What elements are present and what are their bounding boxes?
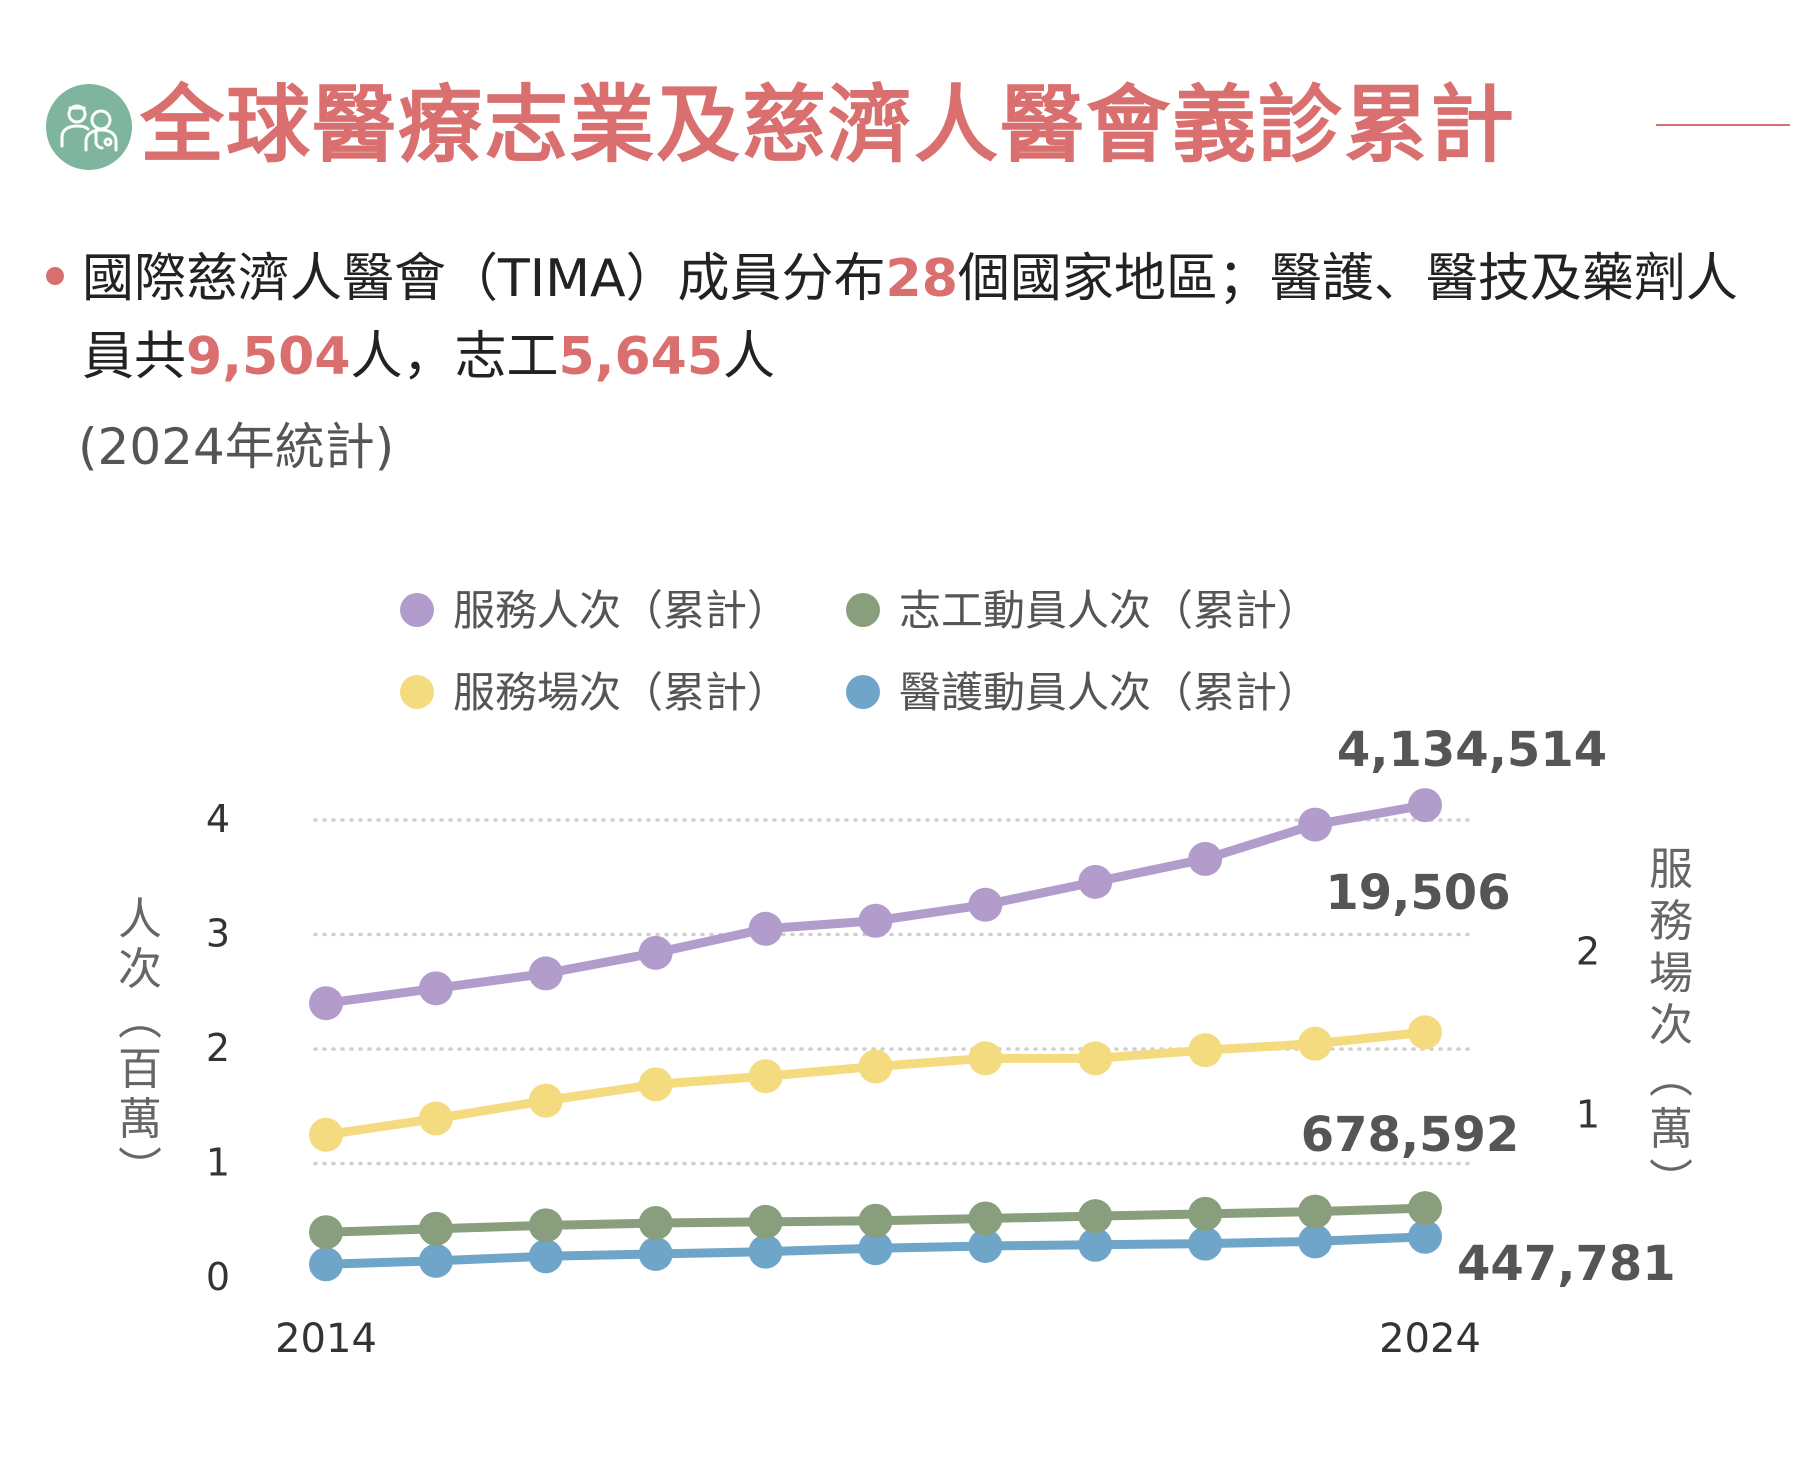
x-tick-label: 2014 (275, 1316, 377, 1362)
legend-label: 服務人次（累計） (453, 586, 789, 635)
data-point (1408, 1191, 1442, 1226)
y-right-tick-label: 2 (1576, 930, 1600, 974)
data-point (418, 1243, 453, 1278)
data-point (309, 1117, 343, 1152)
data-point (1078, 1227, 1113, 1262)
data-point (1298, 1224, 1333, 1259)
legend-marker (846, 593, 880, 627)
data-point (309, 986, 343, 1021)
data-point (1188, 1196, 1223, 1231)
data-point (748, 1204, 783, 1239)
data-point (858, 1049, 893, 1084)
data-point (638, 1206, 673, 1241)
data-point (968, 1228, 1003, 1263)
data-point (968, 1201, 1003, 1236)
data-point (858, 1231, 893, 1266)
data-point (1298, 1194, 1333, 1229)
summary-text-4: 人 (723, 327, 776, 387)
y-left-tick-label: 1 (206, 1141, 230, 1185)
data-point (309, 1215, 343, 1250)
data-point (1408, 788, 1442, 823)
data-point (1078, 864, 1113, 899)
data-point (528, 1239, 563, 1274)
y-left-tick-label: 0 (206, 1255, 230, 1299)
x-tick-label: 2024 (1379, 1316, 1481, 1362)
legend-label: 服務場次（累計） (453, 668, 789, 717)
countries-count: 28 (885, 249, 958, 309)
data-point (748, 1059, 783, 1094)
title-divider (1656, 124, 1790, 126)
volunteers-count: 5,645 (558, 327, 723, 387)
summary-text-3: 人，志工 (350, 327, 559, 387)
data-point (1408, 1219, 1442, 1254)
legend-label: 醫護動員人次（累計） (899, 668, 1319, 717)
medical-staff-icon (46, 84, 132, 170)
page-title: 全球醫療志業及慈濟人醫會義診累計 (140, 76, 1517, 174)
legend-marker (846, 675, 880, 709)
legend-marker (400, 675, 434, 709)
summary-text: 國際慈濟人醫會（TIMA）成員分布28個國家地區；醫護、醫技及藥劑人員共9,50… (82, 240, 1782, 396)
data-point (418, 1101, 453, 1136)
data-point (858, 903, 893, 938)
data-point (528, 1208, 563, 1243)
data-point (748, 1234, 783, 1269)
data-point (638, 1067, 673, 1102)
data-point (638, 1236, 673, 1271)
end-value-label: 4,134,514 (1337, 722, 1607, 778)
end-value-label: 19,506 (1325, 865, 1510, 921)
summary-text-2: 個國家地區；醫護、醫技及藥劑人員共 (82, 249, 1738, 387)
data-point (1078, 1199, 1113, 1234)
y-left-tick-label: 4 (206, 797, 230, 841)
statistics-note: (2024年統計) (78, 418, 395, 476)
y-right-axis-title: 服務場次︵萬︶ (1649, 844, 1693, 1207)
bullet-dot (46, 267, 64, 285)
data-point (638, 935, 673, 970)
data-point (968, 1041, 1003, 1076)
end-value-label: 678,592 (1301, 1107, 1520, 1163)
data-point (1298, 807, 1333, 842)
data-point (1188, 841, 1223, 876)
y-right-tick-label: 1 (1576, 1092, 1600, 1136)
data-point (858, 1203, 893, 1238)
data-point (528, 956, 563, 991)
data-point (1188, 1226, 1223, 1261)
end-value-label: 447,781 (1457, 1236, 1676, 1292)
data-point (968, 887, 1003, 922)
y-left-axis-title: 人次︵百萬︶ (118, 894, 162, 1195)
summary-text-1: 國際慈濟人醫會（TIMA）成員分布 (82, 249, 886, 309)
data-point (418, 971, 453, 1006)
data-point (1408, 1015, 1442, 1050)
legend-marker (400, 593, 434, 627)
legend-label: 志工動員人次（累計） (899, 586, 1319, 635)
data-point (528, 1083, 563, 1118)
data-point (1078, 1041, 1113, 1076)
data-point (1188, 1033, 1223, 1068)
medical-staff-count: 9,504 (186, 327, 351, 387)
data-point (418, 1211, 453, 1246)
y-left-tick-label: 2 (206, 1026, 230, 1070)
series-line (321, 1027, 1430, 1140)
data-point (309, 1247, 343, 1282)
data-point (748, 911, 783, 946)
y-left-tick-label: 3 (206, 912, 230, 956)
data-point (1298, 1026, 1333, 1061)
